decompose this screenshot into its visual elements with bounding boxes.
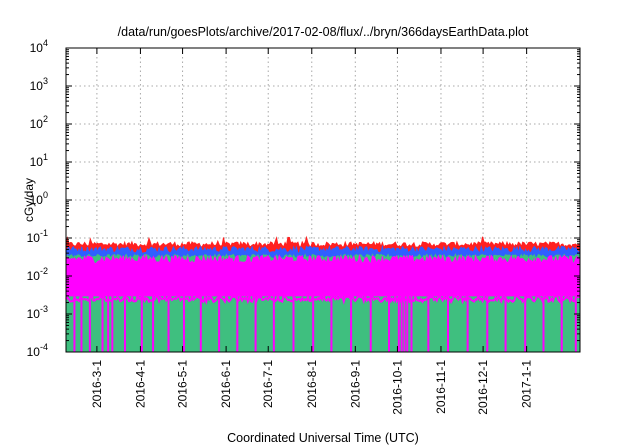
y-tick-label: 10-2	[27, 266, 48, 283]
y-tick-label: 10-3	[27, 304, 48, 321]
y-tick-label: 10-4	[27, 342, 48, 359]
x-tick-label: 2016-3-1	[90, 360, 104, 408]
series-band	[65, 254, 581, 352]
x-tick-label: 2016-7-1	[261, 360, 275, 408]
x-tick-label: 2016-5-1	[176, 360, 190, 408]
x-axis: 2016-3-1 2016-4-1 2016-5-1 2016-6-1 2016-7-1…	[90, 48, 534, 415]
x-tick-label: 2016-12-1	[476, 360, 490, 415]
x-tick-label: 2016-8-1	[305, 360, 319, 408]
series-floor-edge	[65, 292, 581, 305]
y-tick-label: 101	[30, 152, 48, 169]
y-tick-label: 102	[30, 114, 48, 131]
x-tick-label: 2016-4-1	[133, 360, 147, 408]
series-area	[65, 254, 581, 297]
y-axis-label: cGy/day	[22, 178, 36, 222]
x-tick-label: 2016-9-1	[348, 360, 362, 408]
y-tick-label: 103	[30, 76, 48, 93]
chart-title: /data/run/goesPlots/archive/2017-02-08/f…	[118, 25, 529, 39]
y-tick-label: 104	[30, 38, 48, 55]
y-tick-label: 10-1	[27, 228, 48, 245]
series-layer	[65, 235, 581, 353]
x-tick-label: 2016-6-1	[219, 360, 233, 408]
x-tick-label: 2016-11-1	[434, 360, 448, 414]
x-tick-label: 2016-10-1	[390, 360, 404, 415]
x-axis-label: Coordinated Universal Time (UTC)	[227, 431, 419, 445]
x-tick-label: 2017-1-1	[520, 360, 534, 408]
